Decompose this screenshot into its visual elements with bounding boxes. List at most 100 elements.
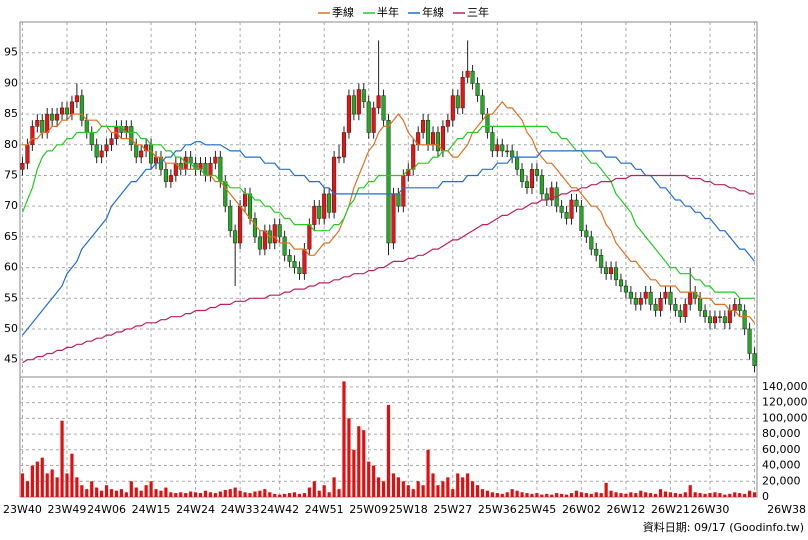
candle-body: [485, 113, 490, 133]
candle-body: [618, 279, 624, 287]
volume-bar: [381, 481, 386, 497]
candle-body: [737, 304, 742, 311]
volume-bar: [20, 473, 25, 497]
candle-body: [396, 193, 401, 207]
candle-body: [722, 316, 727, 324]
volume-bar: [747, 490, 752, 497]
x-tick-label: 26W21: [651, 503, 690, 516]
candle-body: [386, 119, 391, 244]
volume-bar: [525, 493, 529, 497]
candle-body: [35, 119, 40, 127]
volume-bar: [649, 493, 653, 497]
volume-bar: [629, 492, 633, 497]
volume-bar: [184, 493, 188, 497]
candle-body: [534, 169, 539, 176]
candle-body: [515, 156, 520, 170]
candle-body: [495, 144, 500, 152]
volume-bar: [530, 493, 534, 497]
volume-bar: [233, 487, 237, 497]
candle-body: [490, 132, 495, 152]
volume-bar: [342, 381, 346, 497]
candle-body: [732, 304, 737, 311]
y2-tick-label: 40,000: [762, 459, 801, 472]
x-tick-label: 23W40: [3, 503, 42, 516]
candle-body: [742, 310, 747, 330]
volume-bar: [480, 489, 485, 497]
volume-bar: [574, 490, 579, 497]
volume-bar: [396, 477, 400, 497]
x-tick-label: 26W02: [562, 503, 601, 516]
volume-bar: [362, 430, 366, 497]
legend-label: 年線: [422, 5, 444, 19]
volume-bar: [154, 489, 158, 497]
candle-body: [69, 101, 74, 115]
legend-label: 三年: [467, 5, 489, 19]
y-tick-label: 90: [4, 76, 18, 89]
candle-body: [564, 212, 569, 219]
volume-bar: [510, 489, 514, 497]
volume-bar: [431, 473, 435, 497]
candle-body: [584, 230, 589, 238]
candle-body: [74, 95, 79, 103]
candle-body: [559, 205, 564, 213]
volume-bar: [203, 490, 208, 497]
candle-body: [351, 95, 356, 115]
volume-bar: [391, 473, 396, 497]
candle-body: [129, 126, 134, 146]
x-tick-label: 26W30: [691, 503, 730, 516]
candle-body: [213, 156, 218, 164]
candle-body: [628, 291, 633, 299]
volume-bar: [416, 481, 420, 497]
volume-bar: [243, 492, 247, 497]
x-tick-label: 24W51: [305, 503, 344, 516]
candle-body: [411, 144, 416, 170]
candle-body: [302, 248, 307, 274]
volume-bar: [743, 493, 747, 497]
candle-body: [426, 119, 431, 146]
y-tick-label: 50: [4, 322, 18, 335]
y-tick-label: 80: [4, 138, 18, 151]
volume-bar: [169, 492, 173, 497]
candle-body: [134, 144, 139, 158]
volume-bar: [159, 490, 163, 497]
volume-bar: [377, 477, 381, 497]
volume-bar: [673, 493, 677, 497]
volume-bar: [50, 469, 54, 497]
volume-bar: [678, 493, 682, 497]
candle-body: [465, 70, 470, 78]
x-tick-label: 24W24: [176, 503, 215, 516]
volume-bar: [213, 493, 217, 497]
candle-body: [510, 150, 515, 158]
volume-bar: [129, 481, 133, 497]
volume-bar: [322, 485, 326, 497]
volume-bar: [337, 489, 341, 497]
candle-body: [688, 291, 693, 305]
candle-body: [64, 107, 70, 115]
x-tick-label: 25W36: [478, 503, 517, 516]
y-tick-label: 95: [4, 46, 18, 59]
candle-body: [643, 291, 648, 299]
x-tick-label: 23W49: [48, 503, 87, 516]
volume-bar: [179, 492, 183, 497]
volume-bar: [446, 477, 450, 497]
ma-line: [22, 100, 755, 324]
candle-body: [505, 150, 510, 153]
x-tick-label: 25W45: [517, 503, 556, 516]
x-tick-label: 24W33: [221, 503, 260, 516]
volume-bar: [421, 485, 425, 497]
volume-bar: [535, 493, 539, 497]
candle-body: [663, 291, 668, 299]
candle-body: [89, 132, 94, 146]
candle-body: [371, 107, 376, 133]
volume-bar: [287, 493, 292, 497]
candle-body: [346, 95, 351, 133]
candle-body: [277, 224, 282, 238]
volume-bar: [228, 489, 232, 497]
candle-body: [257, 236, 262, 250]
candle-body: [341, 132, 347, 158]
volume-bar: [698, 493, 702, 497]
candle-body: [717, 316, 722, 318]
candle-body: [99, 150, 104, 158]
volume-bar: [273, 493, 277, 497]
